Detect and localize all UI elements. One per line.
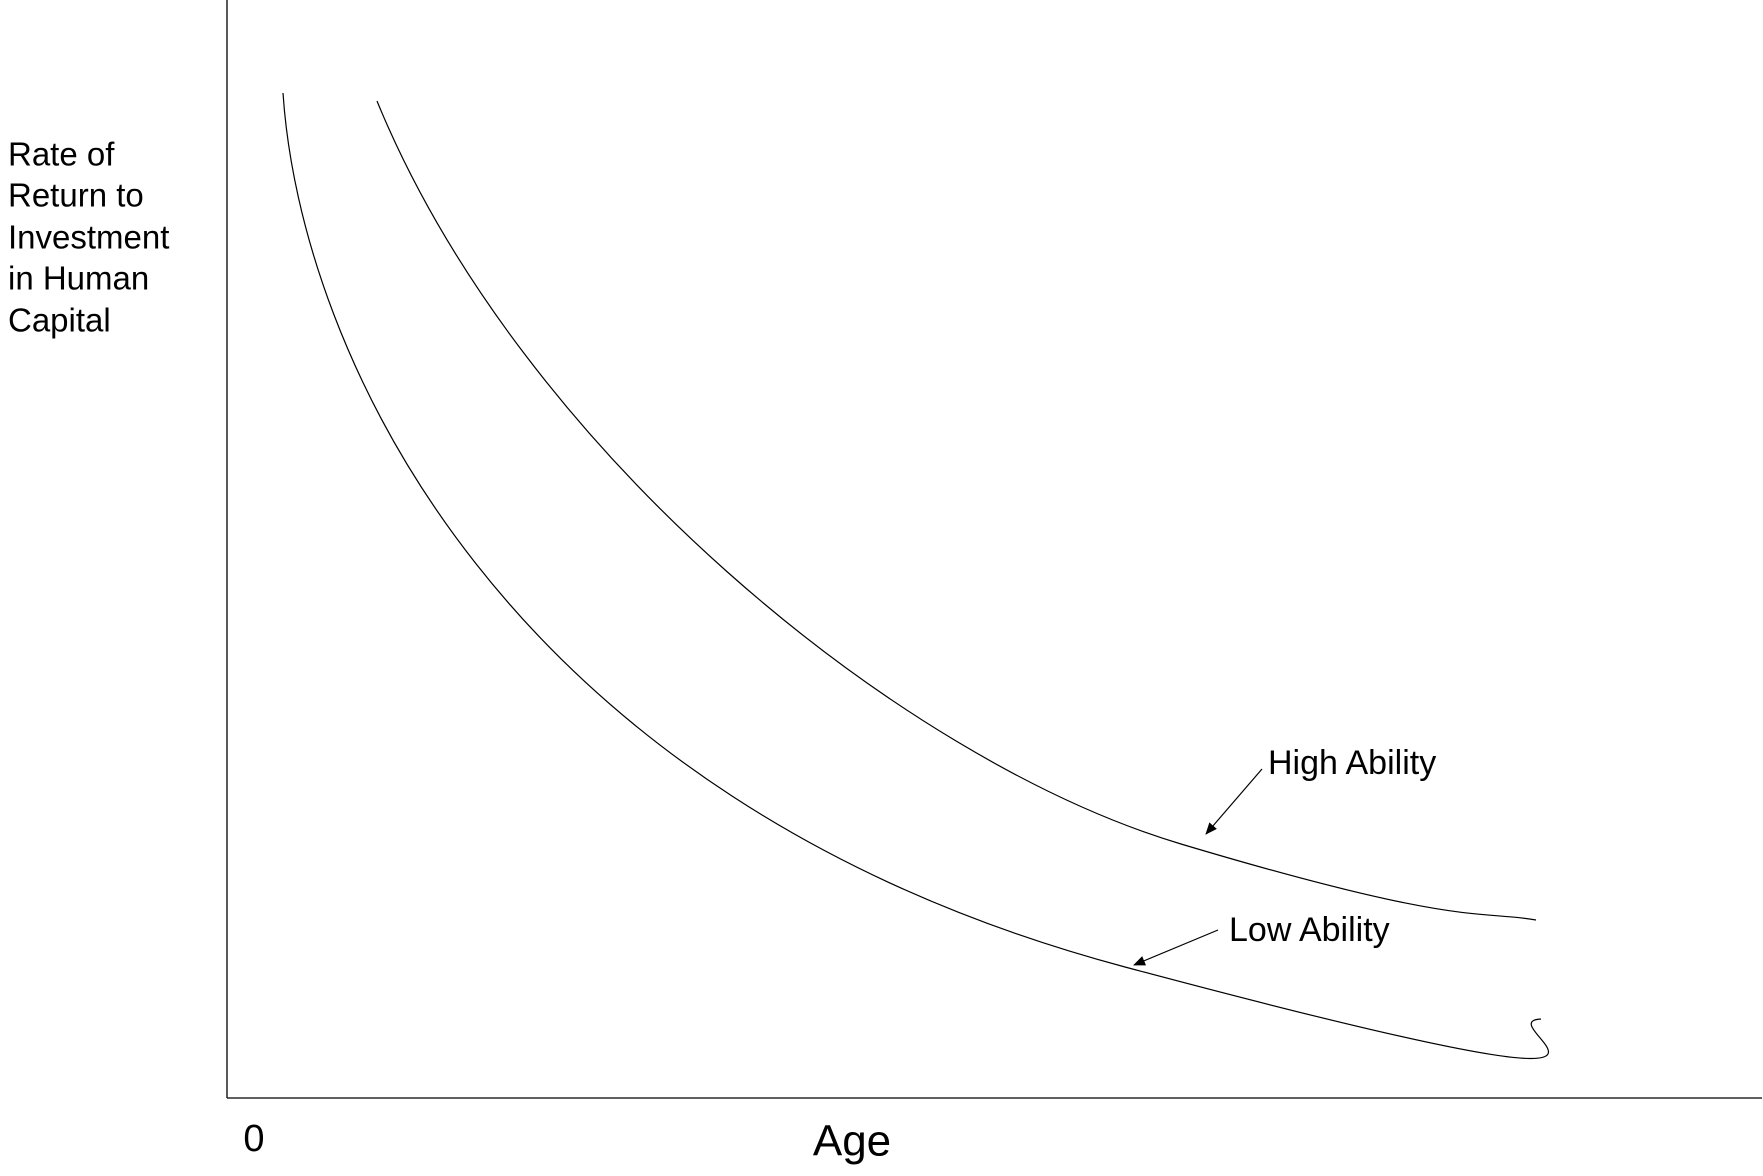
x-axis-label: Age — [813, 1117, 891, 1166]
curve-label: Low Ability — [1229, 911, 1390, 949]
y-axis-label: Return to — [8, 177, 144, 214]
y-axis-label: in Human — [8, 260, 149, 297]
y-axis-label: Capital — [8, 302, 111, 339]
y-axis-label: Investment — [8, 219, 169, 256]
low-ability-curve — [282, 92, 1549, 1060]
high-ability-arrow — [1205, 768, 1263, 835]
high-ability-curve — [376, 100, 1537, 921]
origin-label: 0 — [243, 1118, 264, 1160]
curve-label: High Ability — [1268, 744, 1436, 782]
y-axis-label: Rate of — [8, 136, 115, 173]
low-ability-arrow — [1133, 929, 1219, 966]
